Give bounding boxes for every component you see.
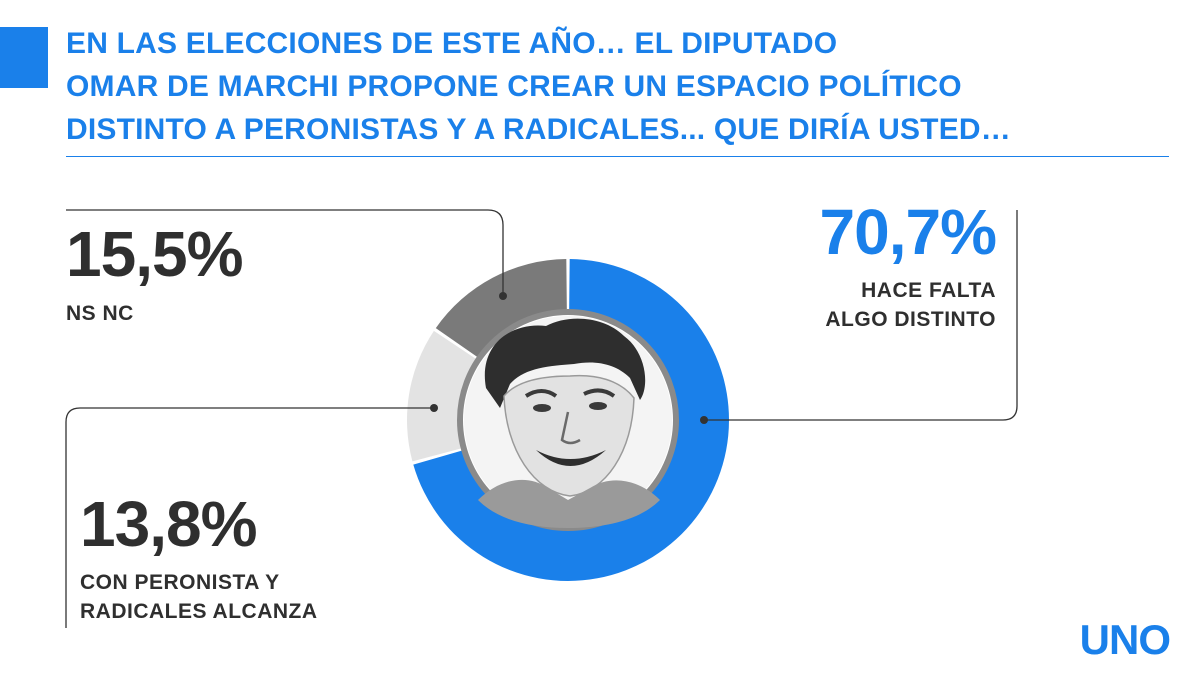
portrait-right-brow [583, 388, 616, 398]
slice-ns-nc [435, 259, 567, 360]
label-hace-falta: HACE FALTA ALGO DISTINTO [825, 276, 996, 334]
annotation-lines [65, 209, 1018, 628]
connector-hace-falta-dot [700, 416, 708, 424]
label-con-peronista-line-2: RADICALES ALCANZA [80, 600, 318, 623]
portrait-nose [560, 411, 581, 445]
label-ns-nc-line-1: NS NC [66, 302, 134, 325]
connector-con-peronista [65, 407, 434, 628]
connector-ns-nc-dot [499, 292, 507, 300]
portrait-right-eye [589, 402, 607, 410]
accent-bar [0, 27, 48, 88]
brand-logo: UNO [1079, 616, 1171, 663]
label-ns-nc: NS NC [66, 299, 134, 328]
connector-hace-falta [704, 210, 1018, 421]
portrait-shoulders [478, 479, 660, 528]
portrait-mouth [536, 450, 606, 466]
portrait-left-brow [524, 389, 558, 398]
label-hace-falta-line-1: HACE FALTA [861, 279, 996, 302]
connector-con-peronista-dot [430, 404, 438, 412]
value-con-peronista: 13,8% [80, 488, 257, 560]
title-line-2: OMAR DE MARCHI PROPONE CREAR UN ESPACIO … [66, 70, 962, 103]
portrait-image [457, 309, 679, 531]
title-line-3: DISTINTO A PERONISTAS Y A RADICALES... Q… [66, 113, 1011, 146]
label-hace-falta-line-2: ALGO DISTINTO [825, 308, 996, 331]
value-hace-falta: 70,7% [819, 196, 997, 268]
title-line-1: EN LAS ELECCIONES DE ESTE AÑO… EL DIPUTA… [66, 27, 838, 60]
value-ns-nc: 15,5% [66, 218, 243, 290]
portrait-left-eye [533, 404, 551, 412]
chart-title: EN LAS ELECCIONES DE ESTE AÑO… EL DIPUTA… [66, 22, 1066, 151]
portrait-hair [484, 318, 646, 408]
label-con-peronista: CON PERONISTA Y RADICALES ALCANZA [80, 568, 318, 626]
title-divider [66, 156, 1169, 157]
connector-ns-nc [66, 209, 504, 296]
label-con-peronista-line-1: CON PERONISTA Y [80, 571, 280, 594]
